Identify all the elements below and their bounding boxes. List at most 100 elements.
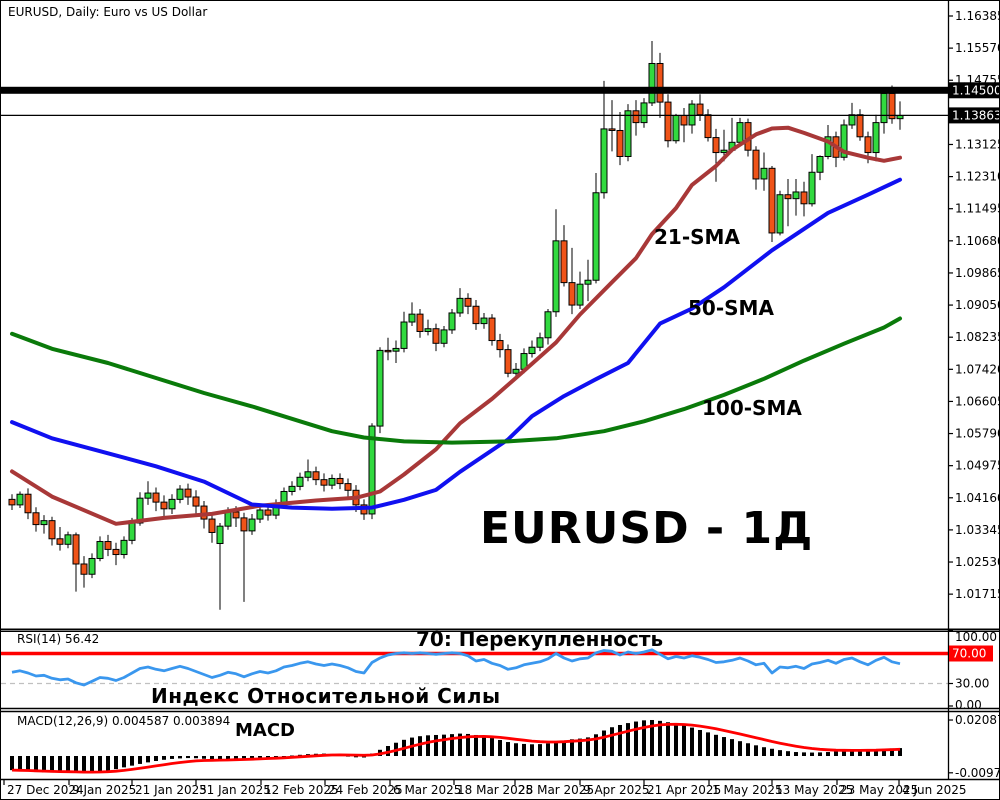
bull-candle	[640, 102, 648, 124]
price-axis-label: 1.01715	[955, 587, 1000, 601]
macd-histogram-bar	[554, 742, 558, 756]
macd-histogram-bar	[474, 734, 478, 756]
bear-candle	[704, 114, 712, 139]
bear-candle	[608, 128, 616, 131]
date-axis-label: 21 Apr 2025	[647, 783, 721, 797]
macd-histogram-bar	[162, 756, 166, 760]
bear-candle	[416, 313, 424, 332]
bull-candle	[16, 493, 24, 506]
bull-candle	[120, 539, 128, 556]
bear-candle	[464, 297, 472, 307]
macd-histogram-bar	[634, 721, 638, 756]
macd-histogram-bar	[66, 756, 70, 773]
macd-histogram-bar	[458, 733, 462, 756]
bull-candle	[720, 149, 728, 154]
bull-candle	[328, 477, 336, 486]
macd-histogram-bar	[866, 749, 870, 756]
macd-histogram-bar	[810, 752, 814, 756]
date-axis-label: 28 Mar 2025	[518, 783, 594, 797]
bull-candle	[448, 312, 456, 331]
macd-histogram-bar	[418, 736, 422, 756]
bear-candle	[856, 114, 864, 138]
macd-indicator-header: MACD(12,26,9) 0.004587 0.003894	[17, 714, 231, 728]
macd-histogram-bar	[130, 756, 134, 766]
macd-histogram-bar	[754, 745, 758, 756]
macd-histogram-bar	[26, 756, 30, 772]
price-axis-label: 1.07420	[955, 362, 1000, 376]
chart-title: EURUSD, Daily: Euro vs US Dollar	[8, 5, 208, 19]
rsi-indicator-header: RSI(14) 56.42	[17, 632, 100, 646]
panel-frame	[1, 1, 999, 781]
bear-candle	[312, 471, 320, 481]
macd-histogram-bar	[722, 737, 726, 756]
rsi-axis-label: 30.00	[955, 677, 989, 691]
bull-candle	[64, 534, 72, 545]
macd-histogram-bar	[602, 730, 606, 756]
price-axis-label: 1.13125	[955, 137, 1000, 151]
price-badge-label: 1.13863	[952, 108, 1000, 122]
macd-histogram-bar	[82, 756, 86, 773]
bull-candle	[584, 279, 592, 285]
bear-candle	[48, 520, 56, 540]
bull-candle	[792, 191, 800, 200]
rsi-axis-labels: 100.00 30.00 0.00 70.00	[948, 630, 997, 712]
bull-candle	[224, 511, 232, 527]
macd-histogram-bar	[210, 756, 214, 760]
price-axis-label: 1.10680	[955, 234, 1000, 248]
bear-candle	[616, 129, 624, 157]
bull-candle	[376, 349, 384, 427]
price-axis-label: 1.16385	[955, 9, 1000, 23]
price-axis-label: 1.09865	[955, 266, 1000, 280]
macd-histogram-bar	[794, 752, 798, 756]
bear-candle	[336, 477, 344, 485]
macd-histogram-bar	[562, 740, 566, 756]
bear-candle	[152, 492, 160, 503]
bear-candle	[560, 240, 568, 284]
bear-candle	[384, 349, 392, 353]
macd-histogram-bar	[698, 729, 702, 756]
time-axis[interactable]	[1, 780, 1000, 800]
bull-candle	[672, 115, 680, 142]
bull-candle	[40, 520, 48, 526]
bull-candle	[216, 525, 224, 545]
bear-candle	[264, 509, 272, 516]
macd-histogram-bar	[618, 724, 622, 756]
macd-histogram-bar	[50, 756, 54, 773]
macd-histogram-bar	[522, 743, 526, 756]
date-axis-label: 13 May 2025	[775, 783, 853, 797]
date-axis-label: 6 Mar 2025	[393, 783, 461, 797]
bull-candle	[400, 321, 408, 349]
bull-candle	[368, 425, 376, 515]
macd-histogram-bar	[202, 756, 206, 759]
macd-histogram-bar	[122, 756, 126, 768]
price-axis-label: 1.06605	[955, 394, 1000, 408]
bull-candle	[440, 329, 448, 344]
macd-histogram-bar	[786, 751, 790, 756]
macd-histogram-bar	[666, 722, 670, 756]
macd-histogram-bar	[882, 748, 886, 756]
rsi-axis-label: 100.00	[955, 630, 997, 644]
macd-histogram-bar	[738, 741, 742, 756]
macd-histogram-bar	[850, 750, 854, 756]
macd-histogram-bar	[106, 756, 110, 771]
bull-candle	[512, 368, 520, 374]
macd-histogram-bar	[234, 756, 238, 759]
date-axis-label: 4 Jun 2025	[902, 783, 967, 797]
bull-candle	[288, 485, 296, 492]
bull-candle	[872, 122, 880, 154]
bear-candle	[768, 167, 776, 234]
resistance-line[interactable]	[1, 86, 948, 94]
macd-histogram-bar	[506, 742, 510, 756]
date-axis-label: 9 Apr 2025	[583, 783, 650, 797]
bull-candle	[536, 337, 544, 348]
sma50-label: 50-SMA	[688, 296, 774, 320]
bear-candle	[496, 340, 504, 351]
bull-candle	[392, 347, 400, 352]
bull-candle	[880, 92, 888, 124]
macd-histogram-bar	[594, 734, 598, 756]
date-axis-label: 18 Mar 2025	[457, 783, 533, 797]
bull-candle	[168, 498, 176, 510]
macd-histogram-bar	[578, 738, 582, 756]
